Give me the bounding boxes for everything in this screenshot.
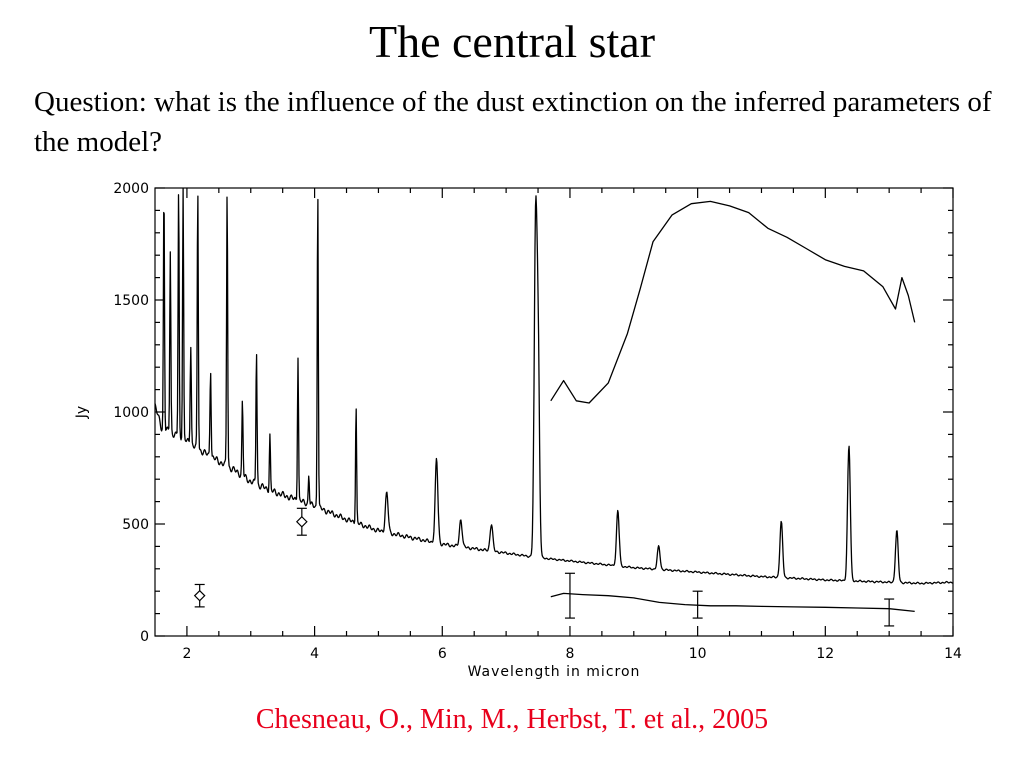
slide-title: The central star [368, 16, 656, 67]
axis-ticks [155, 187, 954, 637]
photometry-point [193, 589, 206, 602]
x-tick-label: 2 [182, 646, 191, 662]
x-tick-label: 14 [944, 646, 962, 662]
x-tick-label: 6 [438, 646, 447, 662]
y-tick-label: 2000 [113, 181, 149, 197]
photometry-point [295, 515, 308, 528]
axis-tick-labels: 2 4 6 8 10 12 14 0 500 1000 1500 2000 [113, 181, 962, 662]
x-tick-label: 10 [689, 646, 707, 662]
y-tick-label: 1000 [113, 405, 149, 421]
data-markers [193, 507, 895, 627]
x-tick-label: 4 [310, 646, 319, 662]
spectrum-line [154, 187, 953, 585]
citation: Chesneau, O., Min, M., Herbst, T. et al.… [255, 704, 769, 735]
y-tick-label: 500 [122, 517, 149, 533]
plot-frame [154, 187, 954, 637]
x-tick-label: 12 [816, 646, 834, 662]
y-axis-label: Jy [74, 406, 90, 419]
y-tick-label: 1500 [113, 293, 149, 309]
y-tick-label: 0 [140, 629, 149, 645]
upper-curve-line [550, 200, 916, 404]
x-axis-label: Wavelength in micron [468, 664, 641, 680]
lower-curve-line [550, 592, 915, 613]
x-tick-label: 8 [565, 646, 574, 662]
question-text: Question: what is the influence of the d… [34, 86, 992, 158]
